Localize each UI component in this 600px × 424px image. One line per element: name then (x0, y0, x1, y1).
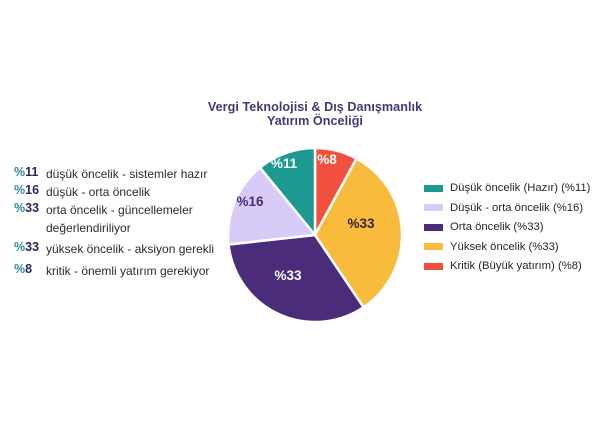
svg-text:%33: %33 (274, 268, 302, 283)
svg-text:%16: %16 (236, 194, 264, 209)
svg-text:%11: %11 (271, 156, 298, 171)
svg-text:%33: %33 (347, 216, 375, 231)
svg-text:%8: %8 (317, 152, 337, 167)
